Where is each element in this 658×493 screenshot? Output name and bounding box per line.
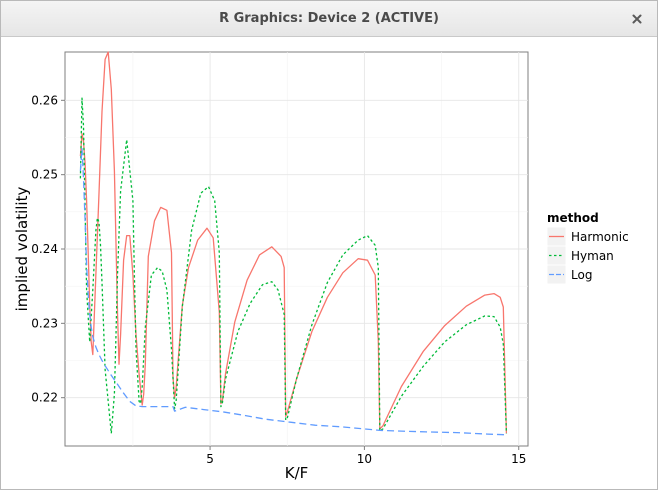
- y-axis-label: implied volatility: [13, 187, 31, 312]
- chart-svg: 0.22 0.23 0.24 0.25 0.26 5 10 15 K/F implied v…: [13, 51, 629, 482]
- legend: method Harmonic Hyman Log: [546, 211, 629, 285]
- legend-label-log: Log: [571, 268, 592, 282]
- close-icon[interactable]: [629, 11, 645, 27]
- y-tick-label: 0.25: [31, 168, 58, 182]
- x-tick-label: 10: [357, 452, 372, 466]
- y-tick-label: 0.24: [31, 242, 58, 256]
- window-title: R Graphics: Device 2 (ACTIVE): [219, 11, 439, 26]
- series-line-hyman: [79, 97, 508, 435]
- legend-label-harmonic: Harmonic: [571, 230, 629, 244]
- x-axis-label: K/F: [285, 464, 309, 482]
- plot-area: 0.22 0.23 0.24 0.25 0.26 5 10 15 K/F implied v…: [1, 38, 657, 489]
- y-tick-label: 0.23: [31, 316, 58, 330]
- legend-items: Harmonic Hyman Log: [546, 226, 629, 285]
- grid-lines: [65, 52, 528, 446]
- x-axis-ticks: 5 10 15: [206, 446, 526, 466]
- y-axis-ticks: 0.22 0.23 0.24 0.25 0.26: [31, 93, 65, 405]
- series-lines: [79, 51, 508, 436]
- title-bar[interactable]: R Graphics: Device 2 (ACTIVE): [1, 1, 657, 37]
- x-tick-label: 5: [206, 452, 214, 466]
- y-tick-label: 0.26: [31, 93, 58, 107]
- y-tick-label: 0.22: [31, 391, 58, 405]
- x-tick-label: 15: [511, 452, 526, 466]
- series-line-log: [79, 147, 507, 436]
- legend-title: method: [547, 211, 599, 225]
- legend-label-hyman: Hyman: [571, 249, 614, 263]
